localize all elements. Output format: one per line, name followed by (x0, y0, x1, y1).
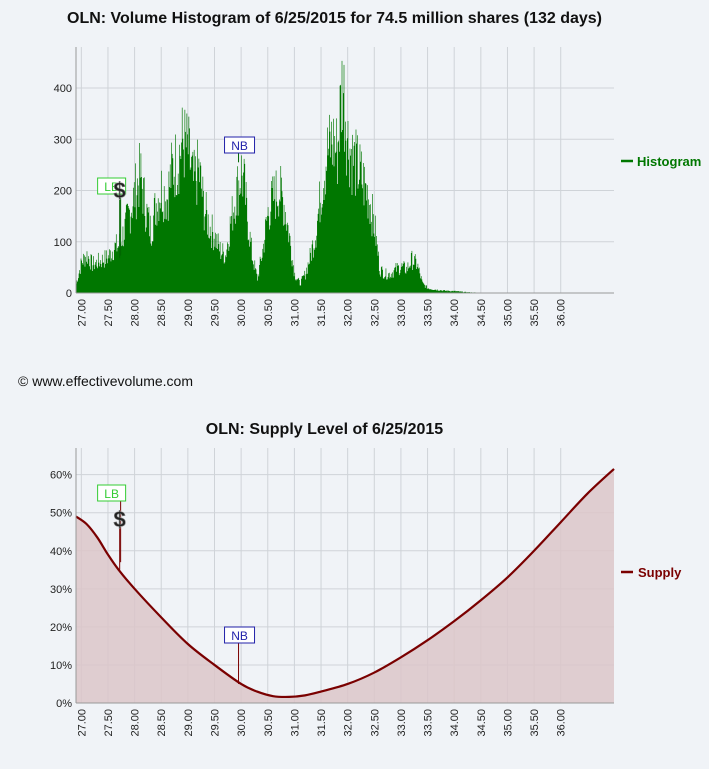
x-tick-label: 28.00 (130, 299, 142, 327)
lb-marker-label: LB (104, 180, 119, 194)
y-tick-label: 30% (50, 584, 72, 596)
supply-title: OLN: Supply Level of 6/25/2015 (205, 421, 444, 438)
x-tick-label: 27.50 (103, 299, 115, 327)
x-tick-label: 32.50 (369, 299, 381, 327)
y-tick-label: 40% (50, 546, 72, 558)
x-tick-label: 36.00 (556, 299, 568, 327)
x-tick-label: 28.00 (130, 709, 142, 737)
x-tick-label: 36.00 (556, 709, 568, 737)
x-tick-label: 35.50 (529, 709, 541, 737)
x-tick-label: 31.50 (316, 299, 328, 327)
supply-axes: 27.00 27.50 28.00 28.50 29.00 29.50 30.00 30.50… (50, 448, 614, 737)
lb-marker-box (97, 177, 127, 195)
x-tick-label: 34.00 (449, 299, 461, 327)
y-tick-label: 60% (50, 470, 72, 482)
nb-marker-box (224, 136, 256, 154)
x-tick-label: 27.50 (103, 709, 115, 737)
nb-marker-label: NB (231, 139, 248, 153)
x-tick-label: 31.00 (289, 299, 301, 327)
y-tick-label: 20% (50, 622, 72, 634)
x-tick-label: 35.50 (529, 299, 541, 327)
x-tick-label: 29.50 (209, 709, 221, 737)
x-tick-label: 35.00 (502, 299, 514, 327)
x-tick-label: 33.00 (396, 709, 408, 737)
x-tick-label: 32.00 (343, 299, 355, 327)
x-tick-label: 34.50 (476, 709, 488, 737)
histogram-bars (76, 60, 614, 293)
y-tick-label: 100 (54, 237, 72, 249)
x-tick-label: 29.50 (209, 299, 221, 327)
y-tick-label: 50% (50, 508, 72, 520)
dollar-marker-icon: $ (114, 178, 126, 203)
x-tick-label: 35.00 (502, 709, 514, 737)
x-tick-label: 34.00 (449, 709, 461, 737)
lb-marker-box (97, 484, 127, 502)
x-tick-label: 32.50 (369, 709, 381, 737)
supply-area (76, 468, 614, 703)
x-tick-label: 34.50 (476, 299, 488, 327)
x-tick-label: 29.00 (183, 299, 195, 327)
lb-marker-label: LB (104, 487, 119, 501)
x-tick-label: 28.50 (156, 709, 168, 737)
x-tick-label: 32.00 (343, 709, 355, 737)
y-tick-label: 0% (56, 698, 72, 710)
x-tick-label: 27.00 (76, 709, 88, 737)
histogram-legend-label: Histogram (637, 154, 701, 169)
supply-annotations: LB $ NB (97, 484, 256, 684)
y-tick-label: 200 (54, 186, 72, 198)
x-tick-label: 31.50 (316, 709, 328, 737)
copyright-text: © www.effectivevolume.com (18, 373, 194, 389)
x-tick-label: 27.00 (76, 299, 88, 327)
x-tick-label: 30.50 (263, 299, 275, 327)
histogram-chart: 27.00 27.50 28.00 28.50 29.00 29.50 30.00 30.50… (54, 47, 701, 327)
x-tick-label: 28.50 (156, 299, 168, 327)
supply-legend-label: Supply (638, 565, 682, 580)
x-tick-label: 29.00 (183, 709, 195, 737)
x-tick-label: 31.00 (289, 709, 301, 737)
histogram-annotations: LB$ NB (97, 136, 256, 259)
y-tick-label: 10% (50, 660, 72, 672)
dollar-marker-icon: $ (114, 507, 126, 532)
supply-grid (76, 448, 614, 704)
supply-legend: Supply (621, 565, 682, 580)
x-tick-label: 30.00 (236, 709, 248, 737)
y-tick-label: 400 (54, 83, 72, 95)
nb-marker-box (224, 626, 256, 644)
x-tick-label: 33.00 (396, 299, 408, 327)
x-tick-label: 30.50 (263, 709, 275, 737)
x-tick-label: 33.50 (423, 299, 435, 327)
y-tick-label: 0 (66, 288, 72, 300)
histogram-legend: Histogram (621, 154, 701, 169)
histogram-title: OLN: Volume Histogram of 6/25/2015 for 7… (67, 10, 602, 27)
histogram-axes: 27.00 27.50 28.00 28.50 29.00 29.50 30.00 30.50… (54, 47, 614, 327)
x-tick-label: 33.50 (423, 709, 435, 737)
nb-marker-label: NB (231, 629, 248, 643)
x-tick-label: 30.00 (236, 299, 248, 327)
y-tick-label: 300 (54, 134, 72, 146)
supply-line (75, 468, 615, 699)
